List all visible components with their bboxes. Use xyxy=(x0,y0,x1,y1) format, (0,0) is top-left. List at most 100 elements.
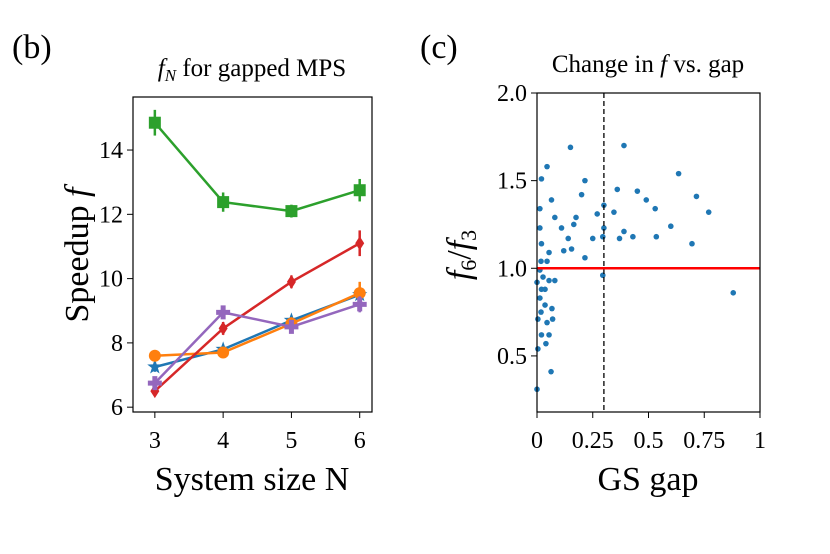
point xyxy=(689,240,695,247)
title-part: vs. gap xyxy=(667,51,744,78)
title-part: f xyxy=(660,51,670,78)
marker xyxy=(284,319,299,334)
point xyxy=(540,274,546,280)
marker xyxy=(217,196,230,209)
y-axis-label: Speedup f xyxy=(59,183,96,323)
series-line xyxy=(153,303,361,384)
title-part: for gapped MPS xyxy=(176,55,346,82)
point xyxy=(548,197,555,203)
marker xyxy=(216,305,231,320)
point xyxy=(565,235,572,242)
point xyxy=(652,205,658,212)
point xyxy=(582,177,588,184)
point xyxy=(538,332,545,338)
chart-title: Change in f vs. gap xyxy=(552,51,744,78)
marker xyxy=(355,236,365,251)
marker xyxy=(286,274,296,289)
point xyxy=(535,346,541,352)
point xyxy=(599,233,606,240)
label-part: 3 xyxy=(456,230,481,241)
series-line xyxy=(154,242,361,393)
point xyxy=(643,197,650,203)
point xyxy=(573,214,579,221)
label-part: / xyxy=(441,250,478,260)
point xyxy=(614,186,621,193)
title-part: N xyxy=(164,66,178,85)
plot-frame xyxy=(536,92,761,413)
chart-title: fN for gapped MPS xyxy=(158,55,346,85)
y-tick-label: 12 xyxy=(99,202,123,228)
point xyxy=(601,225,607,231)
point xyxy=(543,340,549,347)
y-tick-label: 1.5 xyxy=(497,169,527,195)
marker xyxy=(285,205,298,218)
x-tick-label: 1 xyxy=(754,428,766,454)
y-tick-label: 0.5 xyxy=(497,344,527,370)
point xyxy=(538,240,545,247)
marker xyxy=(353,287,366,300)
x-axis-label: GS gap xyxy=(597,461,698,498)
point xyxy=(675,170,682,177)
series-line xyxy=(153,121,361,213)
point xyxy=(535,316,541,322)
point xyxy=(568,246,575,252)
point xyxy=(546,277,552,284)
x-tick-label: 0.25 xyxy=(572,428,614,454)
y-tick-label: 8 xyxy=(111,331,123,357)
y-axis-label: f6/f3 xyxy=(441,230,481,280)
point xyxy=(630,233,636,240)
point xyxy=(542,286,548,293)
point xyxy=(693,193,700,200)
point xyxy=(549,316,556,322)
point xyxy=(634,188,641,194)
x-tick-label: 6 xyxy=(354,428,366,454)
point xyxy=(730,290,737,296)
point xyxy=(578,191,585,198)
point xyxy=(542,302,548,308)
marker xyxy=(217,346,230,359)
label-part: 6 xyxy=(456,260,481,271)
y-tick-label: 1.0 xyxy=(497,256,527,282)
point xyxy=(548,368,554,375)
title-part: Change in xyxy=(552,51,660,78)
y-tick-label: 6 xyxy=(111,395,123,421)
label-part: f xyxy=(59,183,96,197)
marker xyxy=(147,376,162,391)
y-tick-label: 14 xyxy=(99,138,123,164)
point xyxy=(705,209,712,215)
marker xyxy=(147,359,163,374)
plot-frame xyxy=(132,96,373,413)
marker xyxy=(148,349,161,362)
y-tick-label: 2.0 xyxy=(497,81,527,107)
point xyxy=(653,233,660,240)
marker xyxy=(353,184,366,197)
marker xyxy=(352,297,367,312)
point xyxy=(594,211,601,217)
y-tick-label: 10 xyxy=(99,267,123,293)
point xyxy=(538,258,544,265)
point xyxy=(567,144,574,151)
point xyxy=(668,223,674,230)
x-tick-label: 3 xyxy=(149,428,161,454)
x-tick-label: 0.5 xyxy=(634,428,664,454)
point xyxy=(546,332,552,338)
label-part: Speedup xyxy=(59,197,96,323)
point xyxy=(621,228,627,235)
marker xyxy=(148,116,161,129)
point xyxy=(538,309,544,315)
series-line xyxy=(154,291,361,357)
x-tick-label: 5 xyxy=(285,428,297,454)
point xyxy=(538,176,545,182)
point xyxy=(549,305,555,312)
point xyxy=(552,214,558,221)
point xyxy=(537,205,543,212)
point xyxy=(560,247,567,254)
point xyxy=(544,163,550,170)
point xyxy=(570,221,577,228)
x-tick-label: 0.75 xyxy=(683,428,725,454)
point xyxy=(599,272,606,279)
point xyxy=(546,249,552,256)
point xyxy=(621,142,627,149)
point xyxy=(616,235,623,242)
